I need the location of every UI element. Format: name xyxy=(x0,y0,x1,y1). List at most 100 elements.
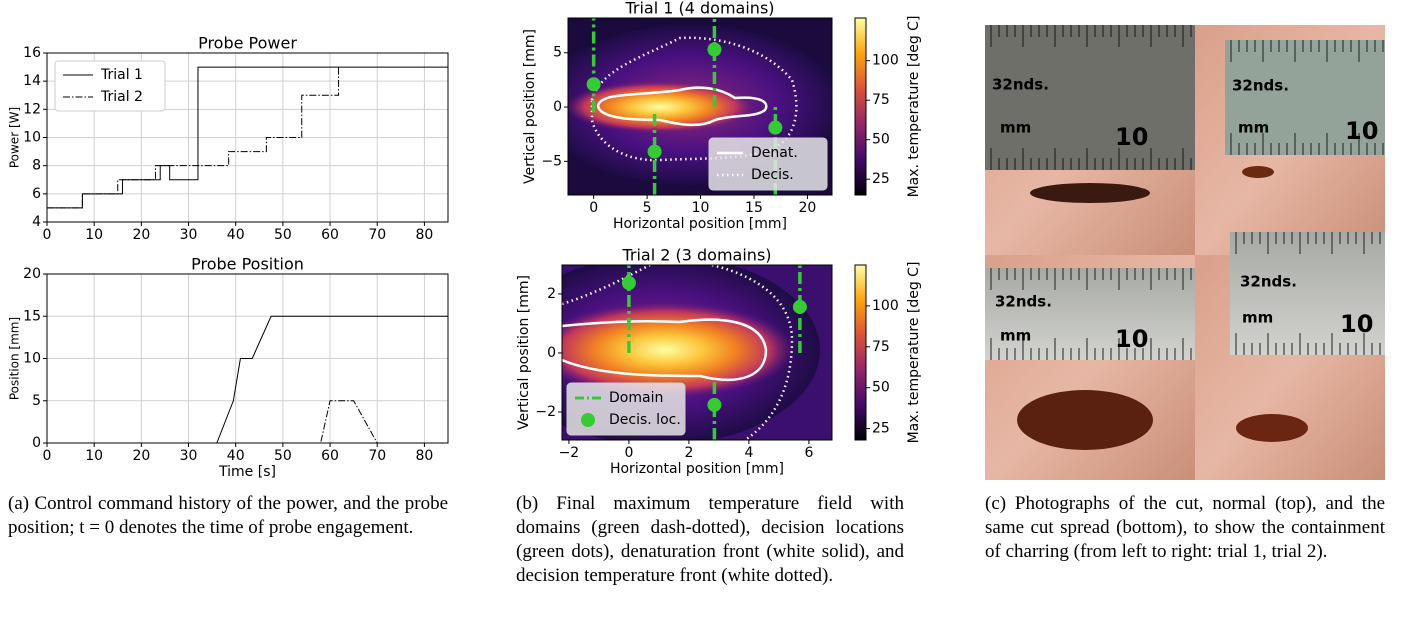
y-tick-label: 20 xyxy=(23,266,41,282)
colorbar-tick-label: 100 xyxy=(872,298,899,314)
y-tick-label: 6 xyxy=(32,186,41,202)
decision-dot xyxy=(622,276,636,290)
y-tick-label: 0 xyxy=(32,435,41,451)
ruler-label: mm xyxy=(1000,119,1031,137)
x-tick-label: 60 xyxy=(321,227,339,243)
ruler-label: 32nds. xyxy=(1240,273,1297,291)
ruler xyxy=(985,25,1195,170)
chart-title: Probe Position xyxy=(191,255,304,274)
page: 0102030405060708046810121416Probe PowerP… xyxy=(0,0,1406,626)
ruler xyxy=(985,268,1195,360)
x-tick-label: 2 xyxy=(684,445,693,461)
legend-label: Denat. xyxy=(751,145,798,161)
y-axis-label: Vertical position [mm] xyxy=(522,29,538,184)
y-tick-label: 5 xyxy=(32,393,41,409)
x-tick-label: −2 xyxy=(559,445,580,461)
chart-title: Trial 2 (3 domains) xyxy=(621,246,771,265)
x-tick-label: 15 xyxy=(745,200,763,216)
ruler-label: mm xyxy=(1000,327,1031,345)
y-tick-label: 2 xyxy=(547,286,556,302)
colorbar-label: Max. temperature [deg C] xyxy=(906,16,922,198)
y-tick-label: 5 xyxy=(553,45,562,61)
char-mark xyxy=(1236,414,1308,442)
ruler-label: 10 xyxy=(1115,123,1148,151)
x-tick-label: 50 xyxy=(274,227,292,243)
x-tick-label: 0 xyxy=(589,200,598,216)
colorbar xyxy=(855,18,866,195)
x-tick-label: 60 xyxy=(321,448,339,464)
colorbar-tick-label: 25 xyxy=(872,171,890,187)
colorbar-tick-label: 75 xyxy=(872,92,890,108)
legend-label: Decis. xyxy=(751,167,794,183)
y-tick-label: 10 xyxy=(23,130,41,146)
ruler-label: 32nds. xyxy=(995,293,1052,311)
x-tick-label: 4 xyxy=(744,445,753,461)
y-tick-label: 8 xyxy=(32,158,41,174)
y-tick-label: 0 xyxy=(553,99,562,115)
caption: (a) Control command history of the power… xyxy=(8,492,448,540)
legend-label: Trial 2 xyxy=(100,89,143,105)
x-tick-label: 80 xyxy=(415,448,433,464)
x-tick-label: 5 xyxy=(643,200,652,216)
y-tick-label: 14 xyxy=(23,73,41,89)
y-tick-label: 16 xyxy=(23,45,41,61)
ruler-label: 10 xyxy=(1340,310,1373,338)
y-tick-label: 12 xyxy=(23,101,41,117)
y-axis-label: Position [mm] xyxy=(8,317,22,400)
ruler-label: 10 xyxy=(1345,117,1378,145)
x-axis-label: Horizontal position [mm] xyxy=(610,461,784,477)
x-tick-label: 10 xyxy=(85,448,103,464)
y-tick-label: −2 xyxy=(535,404,556,420)
y-tick-label: 4 xyxy=(32,214,41,230)
char-mark xyxy=(1242,166,1274,178)
decision-dot xyxy=(648,145,662,159)
caption: (b) Final maximum temperature field with… xyxy=(516,492,904,588)
decision-dot xyxy=(768,121,782,135)
x-tick-label: 70 xyxy=(368,448,386,464)
colorbar xyxy=(855,265,866,440)
y-tick-label: 10 xyxy=(23,351,41,367)
x-tick-label: 0 xyxy=(43,227,52,243)
decision-dot xyxy=(707,42,721,56)
y-tick-label: 0 xyxy=(547,345,556,361)
char-mark xyxy=(1017,390,1153,450)
chart-title: Trial 1 (4 domains) xyxy=(624,0,774,18)
x-tick-label: 50 xyxy=(274,448,292,464)
colorbar-tick-label: 100 xyxy=(872,53,899,69)
ruler-label: 32nds. xyxy=(1232,77,1289,95)
x-tick-label: 40 xyxy=(227,448,245,464)
x-tick-label: 20 xyxy=(132,448,150,464)
x-tick-label: 30 xyxy=(180,448,198,464)
char-mark xyxy=(1030,183,1150,203)
colorbar-label: Max. temperature [deg C] xyxy=(906,262,922,444)
x-axis-label: Time [s] xyxy=(218,464,276,480)
x-tick-label: 10 xyxy=(692,200,710,216)
colorbar-tick-label: 25 xyxy=(872,421,890,437)
chart-title: Probe Power xyxy=(198,34,297,53)
decision-dot xyxy=(707,398,721,412)
legend-label: Trial 1 xyxy=(100,67,143,83)
colorbar-tick-label: 75 xyxy=(872,339,890,355)
x-axis-label: Horizontal position [mm] xyxy=(613,216,787,232)
y-tick-label: 15 xyxy=(23,308,41,324)
decision-dot xyxy=(793,300,807,314)
x-tick-label: 40 xyxy=(227,227,245,243)
caption: (c) Photographs of the cut, normal (top)… xyxy=(985,492,1385,564)
colorbar-tick-label: 50 xyxy=(872,380,890,396)
x-tick-label: 20 xyxy=(799,200,817,216)
x-tick-label: 30 xyxy=(180,227,198,243)
ruler-label: mm xyxy=(1242,309,1273,327)
colorbar-tick-label: 50 xyxy=(872,132,890,148)
x-tick-label: 0 xyxy=(624,445,633,461)
decision-dot xyxy=(587,77,601,91)
x-tick-label: 10 xyxy=(85,227,103,243)
legend-swatch xyxy=(581,413,595,427)
x-tick-label: 80 xyxy=(415,227,433,243)
ruler-label: 32nds. xyxy=(992,76,1049,94)
ruler-label: mm xyxy=(1238,119,1269,137)
ruler-label: 10 xyxy=(1115,325,1148,353)
x-tick-label: 6 xyxy=(804,445,813,461)
x-tick-label: 70 xyxy=(368,227,386,243)
legend-label: Domain xyxy=(609,390,663,406)
legend-label: Decis. loc. xyxy=(609,412,681,428)
